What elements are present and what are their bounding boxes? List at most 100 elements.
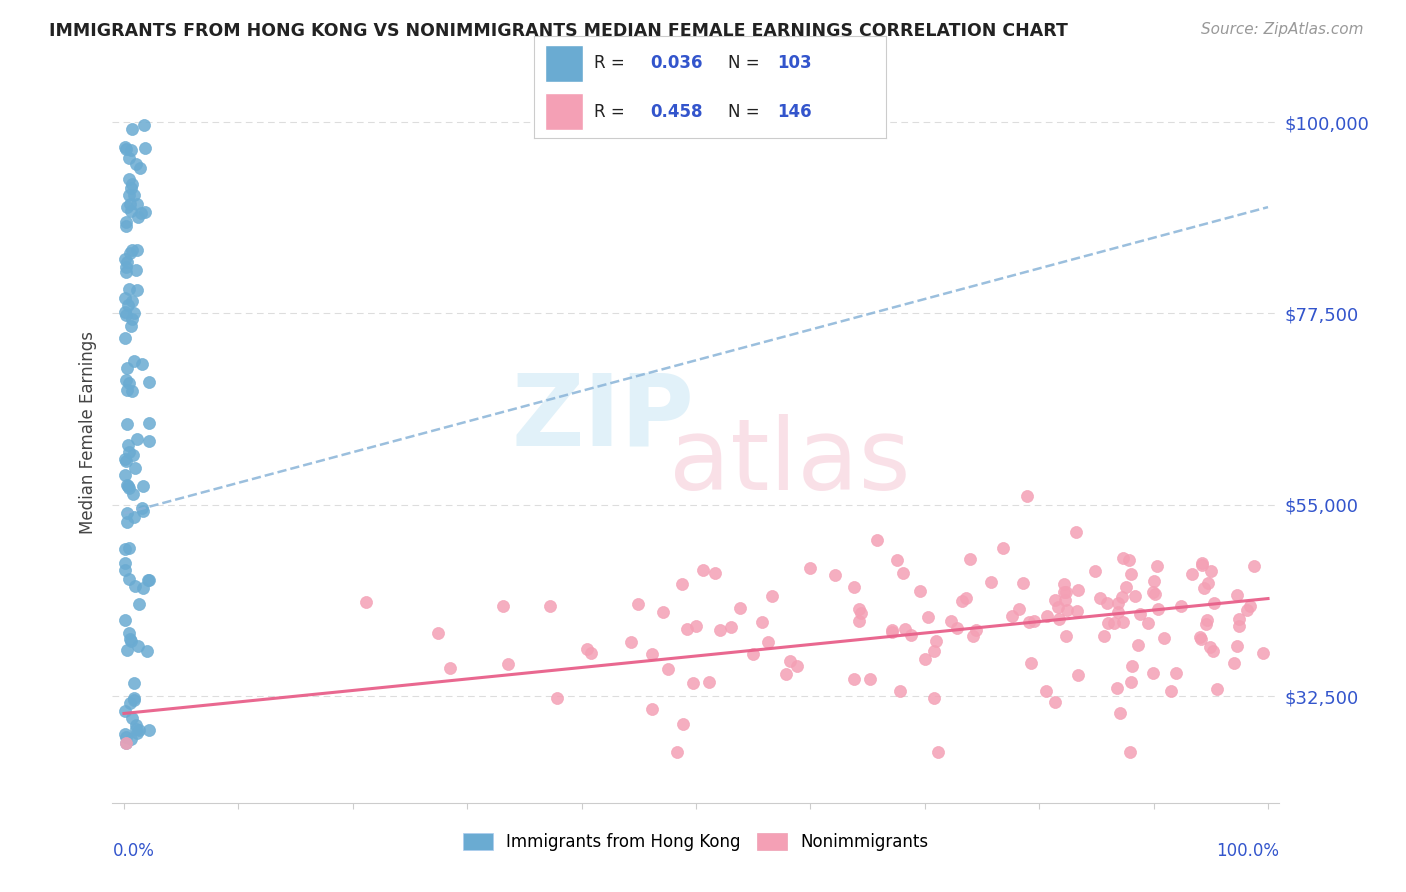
Point [121,243,143,257]
Point [993,541,1015,556]
Point [118,151,141,165]
Point [824,568,846,582]
Point [121,711,143,725]
Point [127,210,149,224]
Point [118,171,141,186]
Point [1195,616,1218,631]
Point [685,619,707,633]
Point [1018,615,1040,629]
Point [115,506,138,520]
Point [950,594,973,608]
Point [581,647,603,661]
Point [114,252,136,266]
Point [115,143,138,157]
Point [115,643,138,657]
Point [138,375,160,389]
Point [136,644,159,658]
Point [120,181,142,195]
Point [641,647,664,661]
Point [1198,640,1220,654]
Point [720,619,742,633]
Point [959,552,981,566]
Point [114,556,136,570]
Point [1142,585,1164,599]
Point [1189,632,1212,646]
Point [124,157,146,171]
Text: 103: 103 [776,54,811,72]
Point [115,417,138,432]
Point [1067,668,1090,682]
Point [671,577,693,591]
Point [1090,591,1112,605]
Point [1107,605,1129,619]
Point [1226,588,1249,602]
Point [1118,745,1140,759]
Point [1251,646,1274,660]
Point [1199,564,1222,578]
Point [1226,639,1249,653]
Point [1054,584,1077,599]
Point [1046,600,1069,615]
Point [1097,616,1119,631]
Point [786,659,808,673]
Point [922,691,945,706]
Point [1143,587,1166,601]
Point [1102,615,1125,630]
Point [131,479,153,493]
Text: atlas: atlas [668,414,910,511]
Point [124,675,146,690]
Point [1170,599,1192,613]
Point [138,416,160,430]
Point [666,745,689,759]
Point [114,704,136,718]
Point [124,579,146,593]
Point [1202,644,1225,658]
Point [900,627,922,641]
Point [118,632,141,647]
Point [894,622,917,636]
Point [1115,580,1137,594]
Point [114,452,136,467]
Point [138,434,160,449]
Point [118,188,141,202]
Point [758,635,780,649]
Point [962,629,984,643]
Point [1146,559,1168,574]
Point [1191,558,1213,572]
Point [131,501,153,516]
Point [121,294,143,309]
Point [1118,553,1140,567]
Point [120,143,142,157]
Text: R =: R = [593,54,630,72]
Point [129,161,152,175]
Point [115,730,138,744]
Point [672,717,695,731]
Text: R =: R = [593,103,630,120]
Point [1129,607,1152,622]
Point [114,260,136,274]
Point [125,243,148,257]
Bar [544,45,583,82]
Point [118,481,141,495]
Legend: Immigrants from Hong Kong, Nonimmigrants: Immigrants from Hong Kong, Nonimmigrants [457,826,935,857]
Point [439,660,461,674]
Point [925,633,948,648]
Point [886,553,908,567]
Point [136,574,159,588]
Point [1000,609,1022,624]
Point [118,376,141,391]
Point [1053,577,1076,591]
Point [1053,584,1076,599]
Point [775,667,797,681]
Point [127,640,149,654]
Point [122,187,145,202]
Point [1111,590,1133,604]
Point [1047,612,1070,626]
Point [697,675,720,690]
Point [1022,614,1045,628]
Point [131,206,153,220]
Point [882,624,904,639]
Point [114,215,136,229]
Point [1112,615,1135,629]
Point [1142,665,1164,680]
